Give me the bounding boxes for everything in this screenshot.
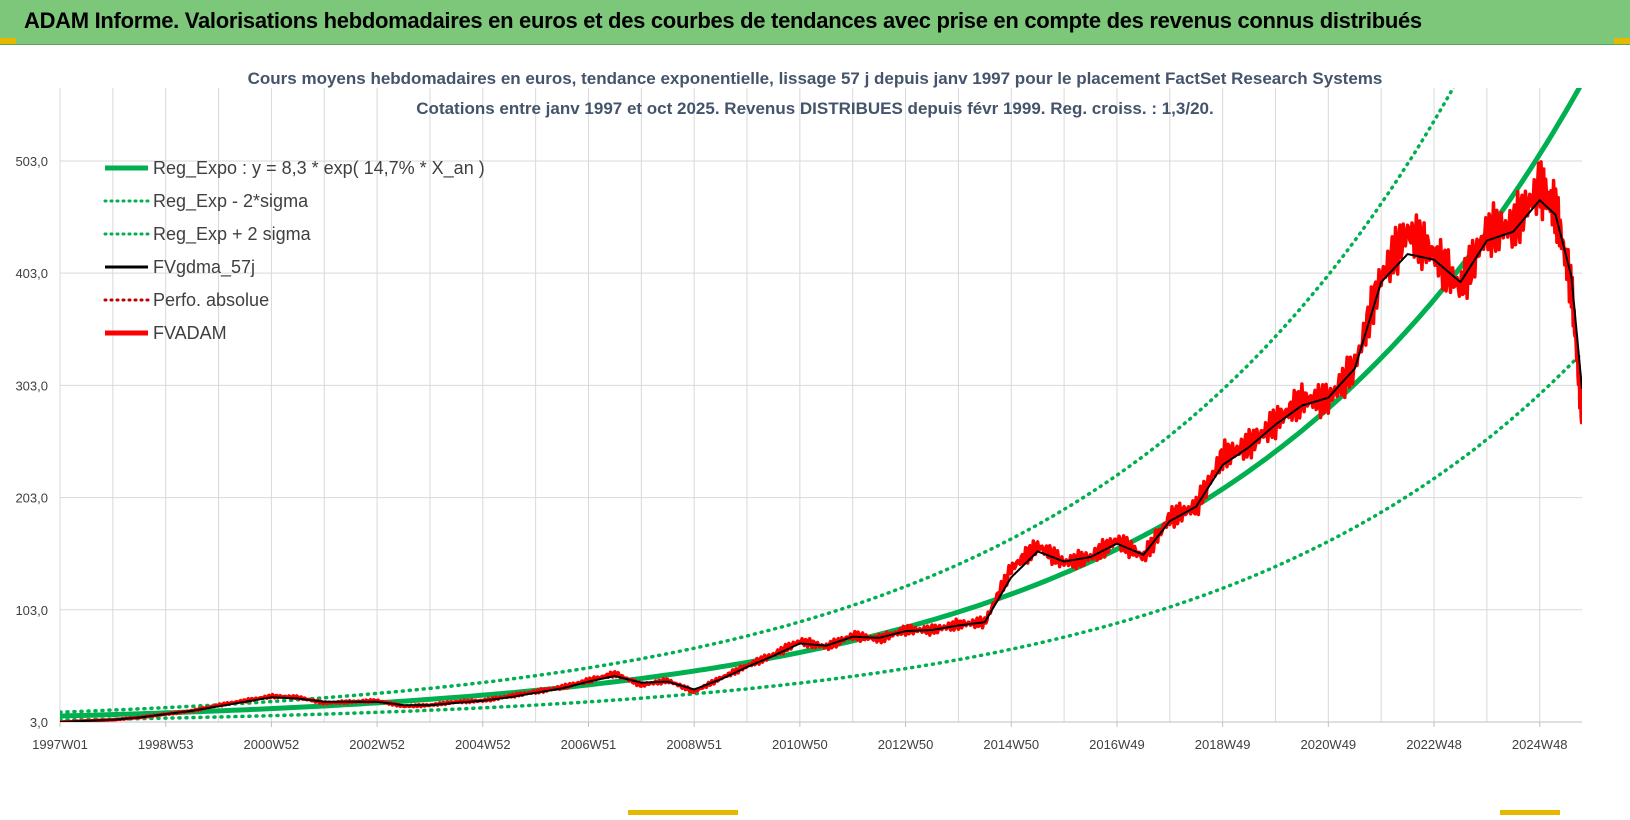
series-layer — [60, 88, 1582, 722]
x-tick-label: 2016W49 — [1089, 737, 1145, 752]
y-tick-label: 403,0 — [15, 266, 48, 281]
legend-label: Reg_Exp - 2*sigma — [153, 191, 309, 212]
y-tick-label: 3,0 — [30, 715, 48, 730]
corner-accent-right — [1614, 38, 1630, 44]
legend: Reg_Expo : y = 8,3 * exp( 14,7% * X_an )… — [103, 158, 485, 343]
x-tick-label: 2006W51 — [561, 737, 617, 752]
chart-area: 3,0 103,0 203,0 303,0 403,0 503,0 1997W01 1998W… — [0, 44, 1630, 815]
x-tick-label: 1998W53 — [138, 737, 194, 752]
x-tick-label: 2002W52 — [349, 737, 405, 752]
y-tick-label: 303,0 — [15, 378, 48, 393]
grid-layer — [59, 88, 1582, 723]
axis-layer: 3,0 103,0 203,0 303,0 403,0 503,0 1997W01 1998W… — [15, 154, 1582, 752]
corner-accent-left — [0, 38, 16, 44]
legend-label: Reg_Expo : y = 8,3 * exp( 14,7% * X_an ) — [153, 158, 485, 179]
chart-subtitle: Cotations entre janv 1997 et oct 2025. R… — [416, 99, 1213, 118]
series-fvgdma-57j — [60, 199, 1582, 722]
x-tick-label: 2000W52 — [244, 737, 300, 752]
bottom-accent-right — [1500, 810, 1560, 815]
y-tick-label: 503,0 — [15, 154, 48, 169]
legend-label: FVgdma_57j — [153, 257, 255, 278]
series-reg-lower — [60, 351, 1582, 722]
chart-svg: 3,0 103,0 203,0 303,0 403,0 503,0 1997W01 1998W… — [15, 69, 1582, 752]
y-tick-label: 203,0 — [15, 491, 48, 506]
x-tick-label: 2022W48 — [1406, 737, 1462, 752]
legend-label: Reg_Exp + 2 sigma — [153, 224, 312, 245]
x-tick-label: 2004W52 — [455, 737, 511, 752]
bottom-accent-left — [628, 810, 738, 815]
chart-title: Cours moyens hebdomadaires en euros, ten… — [248, 69, 1383, 88]
x-tick-label: 1997W01 — [32, 737, 88, 752]
banner-title: ADAM Informe. Valorisations hebdomadaire… — [24, 8, 1422, 33]
series-fvadam — [60, 160, 1582, 722]
series-reg-expo — [60, 88, 1582, 719]
x-tick-label: 2012W50 — [878, 737, 934, 752]
x-tick-label: 2008W51 — [666, 737, 722, 752]
legend-label: Perfo. absolue — [153, 290, 269, 310]
x-tick-label: 2010W50 — [772, 737, 828, 752]
x-tick-label: 2014W50 — [983, 737, 1039, 752]
x-tick-label: 2020W49 — [1301, 737, 1357, 752]
x-tick-label: 2024W48 — [1512, 737, 1568, 752]
y-tick-label: 103,0 — [15, 603, 48, 618]
x-tick-label: 2018W49 — [1195, 737, 1251, 752]
legend-label: FVADAM — [153, 323, 227, 343]
banner: ADAM Informe. Valorisations hebdomadaire… — [0, 0, 1630, 45]
